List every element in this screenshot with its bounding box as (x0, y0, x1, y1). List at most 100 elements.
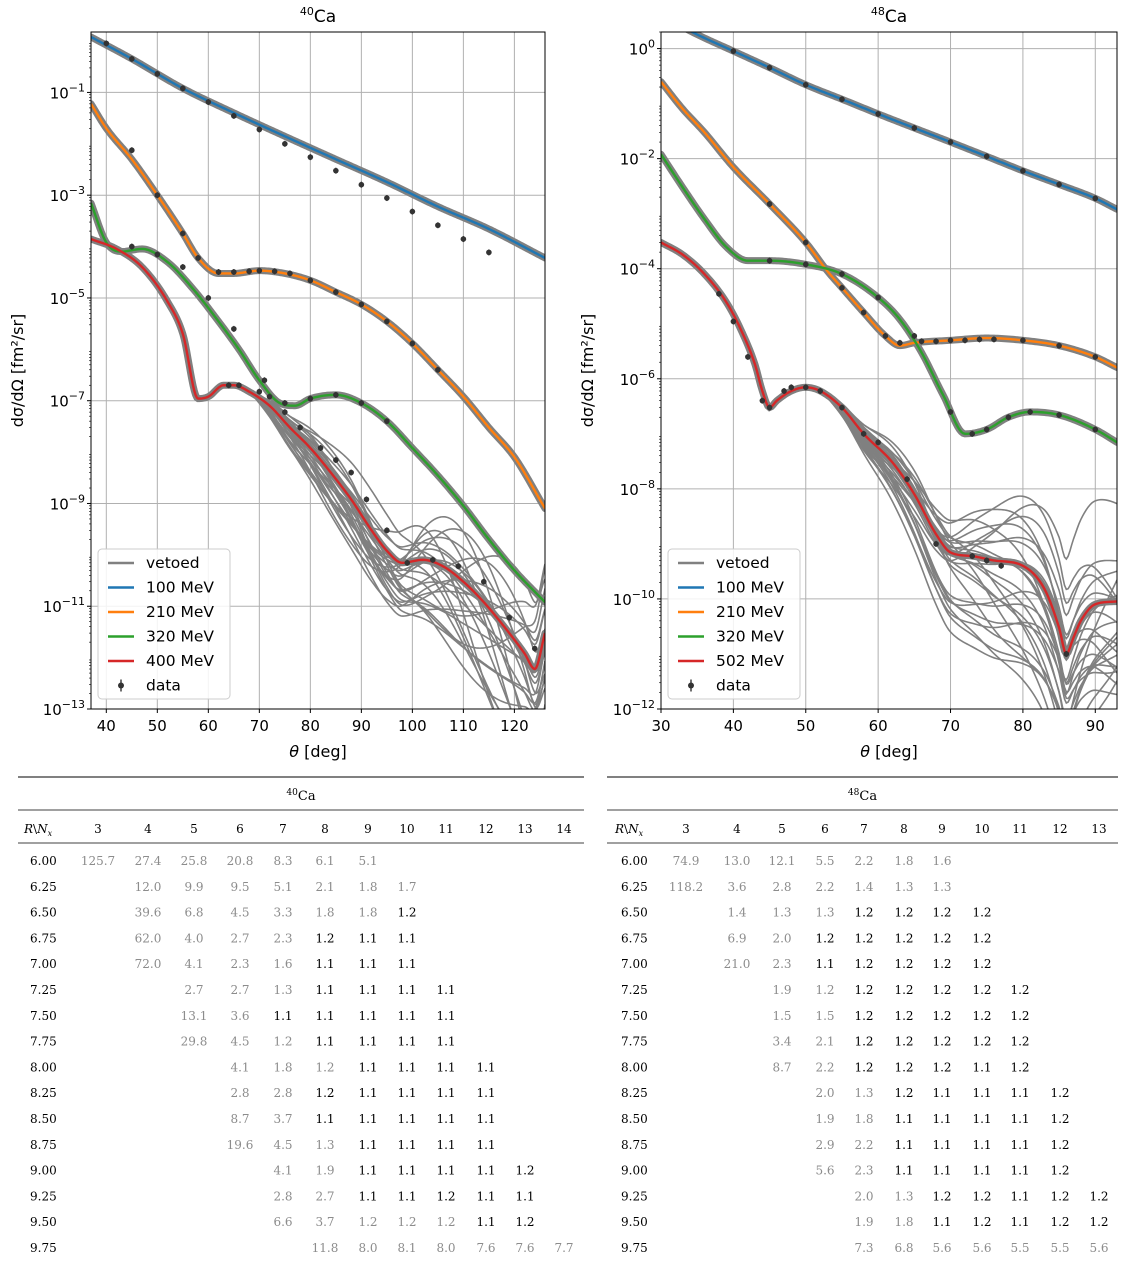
table-row: 6.75 6.9 2.0 1.2 1.2 1.2 1.2 1.2 (621, 931, 992, 945)
table-row-label: 9.75 (621, 1241, 648, 1255)
table-cell: 3.7 (273, 1112, 292, 1126)
data-point (1005, 414, 1012, 421)
data-point (788, 384, 795, 391)
data-point (460, 236, 467, 242)
y-tick-label: 10−13 (43, 698, 85, 719)
data-points (716, 48, 1099, 657)
data-point (817, 388, 824, 394)
table-cell: 1.2 (397, 906, 416, 920)
panel-48ca: 30 40 50 60 70 80 90 100 10−2 10−4 10−6 10−8 10−10 10… (578, 5, 1118, 761)
data-point (358, 400, 365, 406)
table-title: 40Ca (286, 788, 315, 804)
table-row-label: 7.25 (621, 983, 648, 997)
table-row-label: 9.50 (621, 1215, 648, 1229)
data-point (480, 578, 487, 585)
table-col-header: 4 (144, 822, 152, 836)
data-point (333, 392, 339, 398)
data-point (1063, 651, 1070, 657)
table-cell: 1.2 (1050, 1138, 1069, 1152)
table-cell: 1.1 (358, 1112, 377, 1126)
table-cell: 1.9 (772, 983, 791, 997)
data-point (918, 338, 925, 345)
data-point (266, 393, 273, 400)
data-point (429, 557, 436, 563)
data-point (129, 243, 135, 250)
data-point (282, 141, 288, 147)
axes-frame (660, 31, 1118, 710)
data-point (802, 261, 809, 268)
data-point (348, 469, 354, 476)
axes-frame (90, 31, 546, 710)
table-cell: 2.8 (230, 1086, 249, 1100)
data-point (716, 291, 722, 297)
table-cell: 1.2 (854, 906, 873, 920)
table-cell: 1.1 (932, 1164, 951, 1178)
data-point (730, 318, 737, 325)
data-point (1056, 412, 1062, 418)
data-point (404, 560, 411, 566)
table-cell: 4.1 (184, 957, 203, 971)
x-tick-label: 80 (1013, 717, 1032, 735)
table-col-header: 12 (1052, 822, 1067, 836)
table-cell: 2.3 (854, 1164, 873, 1178)
table-cell: 1.2 (854, 931, 873, 945)
table-cell: 12.1 (769, 854, 796, 868)
table-cell: 1.1 (972, 1112, 991, 1126)
table-cell: 1.8 (358, 906, 377, 920)
table-cell: 1.8 (854, 1112, 873, 1126)
table-row-label: 8.00 (621, 1060, 648, 1074)
data-point (933, 338, 939, 345)
data-point (991, 336, 997, 343)
table-row: 8.25 2.0 1.3 1.2 1.1 1.1 1.1 1.2 (621, 1086, 1070, 1100)
table-cell: 1.5 (815, 1009, 834, 1023)
table-cell: 4.5 (230, 906, 249, 920)
data-point (976, 336, 983, 343)
table-cell: 6.8 (894, 1241, 913, 1255)
data-point (307, 395, 314, 402)
table-cell: 2.7 (315, 1189, 334, 1203)
table-row: 9.00 4.1 1.9 1.1 1.1 1.1 1.1 1.2 (30, 1164, 535, 1178)
table-row-label: 9.25 (30, 1189, 57, 1203)
table-cell: 20.8 (227, 854, 254, 868)
table-row-label: 8.50 (30, 1112, 57, 1126)
table-cell: 1.2 (972, 931, 991, 945)
table-cell: 27.4 (135, 854, 162, 868)
data-point (282, 409, 288, 415)
table-row: 7.50 1.5 1.5 1.2 1.2 1.2 1.2 1.2 (621, 1009, 1030, 1023)
table-cell: 13.0 (724, 854, 751, 868)
legend: vetoed 100 MeV 210 MeV 320 MeV 502 MeV data (667, 548, 801, 700)
y-tick-label: 10−6 (620, 368, 655, 389)
table-cell: 5.6 (1089, 1241, 1108, 1255)
data-point (882, 333, 889, 339)
data-point (1020, 168, 1026, 174)
data-point (256, 126, 263, 133)
table-cell: 1.2 (894, 983, 913, 997)
data-point (236, 382, 242, 389)
table-cell: 1.1 (932, 1138, 951, 1152)
table-cell: 1.2 (273, 1035, 292, 1049)
y-tick-label: 100 (629, 38, 655, 59)
table-cell: 1.1 (397, 1086, 416, 1100)
table-col-header: 7 (279, 822, 287, 836)
table-row: 9.00 5.6 2.3 1.1 1.1 1.1 1.1 1.2 (621, 1164, 1070, 1178)
table-cell: 1.2 (1050, 1086, 1069, 1100)
data-point (969, 553, 976, 559)
table-cell: 1.2 (972, 983, 991, 997)
table-cell: 1.2 (854, 957, 873, 971)
table-cell: 1.1 (397, 1138, 416, 1152)
data-point (195, 255, 201, 261)
data-point (154, 192, 161, 198)
vetoed-curve (661, 240, 1117, 562)
table-cell: 6.1 (315, 854, 334, 868)
table-cell: 1.1 (436, 1112, 455, 1126)
table-row-label: 6.00 (30, 854, 57, 868)
table-row-label: 8.75 (30, 1138, 57, 1152)
table-cell: 1.1 (397, 1112, 416, 1126)
y-axis-label: dσ/dΩ [fm²/sr] (8, 314, 27, 428)
data-point (875, 439, 881, 446)
table-cell: 4.5 (273, 1138, 292, 1152)
series-line-502-mev (661, 241, 1117, 656)
table-row-label: 8.25 (621, 1086, 648, 1100)
legend-entry: 320 MeV (716, 628, 784, 646)
table-cell: 7.6 (476, 1241, 495, 1255)
